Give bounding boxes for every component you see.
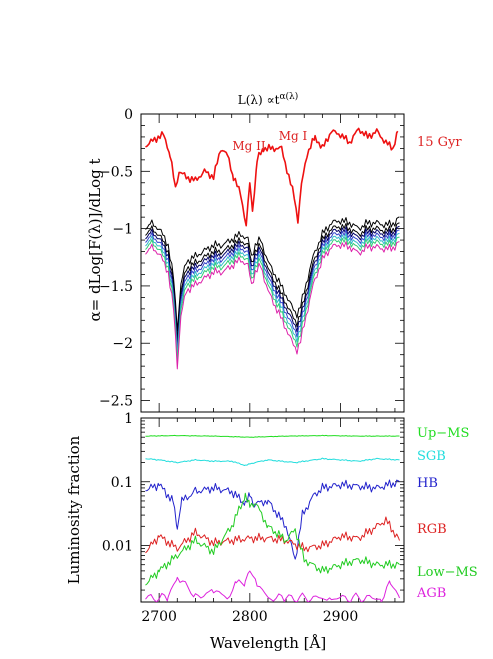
top-y-tick-label: −2.5 bbox=[99, 394, 133, 410]
alpha-curve-2 bbox=[145, 222, 400, 341]
alpha-curve-4 bbox=[145, 229, 400, 352]
top-panel-title: L(λ) ∝tα(λ) bbox=[238, 91, 299, 107]
top-y-tick-label: 0 bbox=[124, 107, 133, 123]
alpha-curve-1 bbox=[145, 216, 400, 332]
x-axis-label: Wavelength [Å] bbox=[210, 634, 326, 652]
alpha-curve-7 bbox=[145, 241, 400, 370]
top-y-tick-label: −1 bbox=[112, 222, 133, 238]
luminosity-curve-4 bbox=[145, 516, 400, 554]
legend-entry-2: SGB bbox=[417, 449, 446, 464]
annotation-1: Mg II bbox=[232, 139, 266, 153]
top-panel: 0 −0.5 −1 −1.5 −2 −2.5 Mg II Mg I 15 Gyr bbox=[99, 107, 462, 413]
top-y-tick-label: −2 bbox=[112, 336, 133, 352]
title-main: L(λ) ∝t bbox=[238, 93, 280, 107]
bottom-y-tick-label: 0.01 bbox=[102, 539, 133, 555]
top-y-tick-label: −1.5 bbox=[99, 279, 133, 295]
x-tick-label: 2700 bbox=[141, 609, 177, 625]
bottom-panel: 2700 2800 2900 1 0.1 0.01 Up−MS SGB HB RGB Low−MS A… bbox=[102, 411, 478, 625]
luminosity-curve-5 bbox=[145, 492, 400, 586]
top-y-tick-label: −0.5 bbox=[99, 164, 133, 180]
luminosity-curve-1 bbox=[145, 434, 400, 438]
title-superscript: α(λ) bbox=[279, 91, 298, 102]
luminosity-curve-6 bbox=[145, 570, 400, 602]
x-tick-label: 2800 bbox=[232, 609, 268, 625]
alpha-curve-6 bbox=[145, 236, 400, 363]
legend-entry-5: Low−MS bbox=[417, 565, 478, 580]
legend-entry-1: Up−MS bbox=[417, 426, 469, 441]
alpha-curve-5 bbox=[145, 233, 400, 357]
top-y-axis-label: α= dLog[F(λ)]/dLog t bbox=[86, 158, 104, 321]
x-tick-label: 2900 bbox=[323, 609, 359, 625]
luminosity-curve-2 bbox=[145, 457, 400, 466]
bottom-panel-frame bbox=[140, 417, 405, 603]
bottom-y-tick-label: 1 bbox=[124, 411, 133, 427]
annotation-3: 15 Gyr bbox=[417, 135, 462, 150]
legend-entry-4: RGB bbox=[417, 522, 447, 537]
alpha-curve-15gyr bbox=[145, 127, 399, 227]
alpha-curve-3 bbox=[145, 225, 400, 346]
luminosity-curve-3 bbox=[145, 479, 400, 560]
top-panel-frame bbox=[140, 113, 405, 413]
annotation-2: Mg I bbox=[279, 129, 308, 143]
bottom-y-axis-label: Luminosity fraction bbox=[65, 435, 83, 584]
bottom-y-tick-label: 0.1 bbox=[111, 475, 133, 491]
legend-entry-6: AGB bbox=[416, 586, 446, 601]
legend-entry-3: HB bbox=[417, 476, 438, 491]
